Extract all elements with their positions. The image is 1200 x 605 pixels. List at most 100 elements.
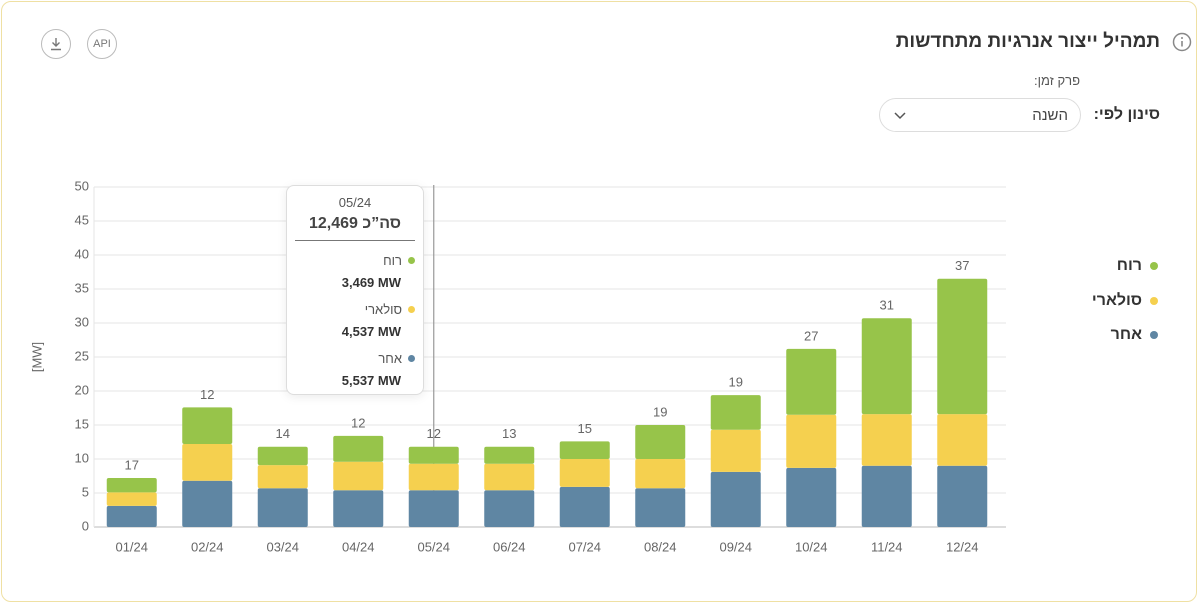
tooltip-item: סולארי 4,537 MW xyxy=(295,302,415,339)
bar-segment xyxy=(710,395,761,430)
legend-item: אחר xyxy=(1111,326,1158,344)
bar-label: 27 xyxy=(804,328,818,343)
tooltip-title: 05/24 xyxy=(338,195,372,210)
x-tick-label: 12/24 xyxy=(946,539,979,554)
download-icon xyxy=(51,38,61,51)
x-tick-label: 01/24 xyxy=(115,539,148,554)
bar-segment xyxy=(559,459,610,487)
info-icon[interactable] xyxy=(1172,32,1192,58)
y-tick-label: 35 xyxy=(75,280,89,295)
api-button[interactable]: API xyxy=(87,29,117,59)
tooltip-item: אחר 5,537 MW xyxy=(295,351,415,388)
x-tick-label: 08/24 xyxy=(644,539,677,554)
download-button[interactable] xyxy=(41,29,71,59)
bar-segment xyxy=(484,490,535,527)
bar-segment xyxy=(106,478,157,493)
x-tick-label: 11/24 xyxy=(871,539,903,554)
y-tick-label: 45 xyxy=(75,212,89,227)
tooltip-total: סה”כ 12,469 xyxy=(295,210,415,241)
chevron xyxy=(894,112,906,120)
tooltip-value: 5,537 MW xyxy=(341,373,401,388)
tooltip-name: סולארי xyxy=(295,302,415,317)
bar-segment xyxy=(635,425,686,459)
bar-segment xyxy=(182,407,233,445)
legend-dot xyxy=(1150,262,1158,270)
filter-label: סינון לפי: xyxy=(1093,106,1160,123)
bar-label: 13 xyxy=(502,426,516,441)
bar-label: 17 xyxy=(125,457,139,472)
legend-dot xyxy=(1150,296,1158,305)
bar-segment xyxy=(635,459,686,489)
tooltip-name-text: רוח xyxy=(383,253,402,268)
tooltip-value: 3,469 MW xyxy=(341,275,401,290)
legend-text: אחר xyxy=(1110,326,1142,343)
y-tick-label: 10 xyxy=(75,450,89,465)
bar-label: 19 xyxy=(729,375,743,390)
y-tick-label: 20 xyxy=(75,382,89,397)
legend-text: רוח xyxy=(1116,257,1142,274)
bar-segment xyxy=(937,465,988,527)
bar-label: 37 xyxy=(955,258,969,273)
bar-segment xyxy=(333,461,384,491)
bar-segment xyxy=(861,318,912,415)
bar-segment xyxy=(937,278,988,415)
bar-segment xyxy=(106,492,157,506)
bar-segment xyxy=(710,429,761,472)
bar-segment xyxy=(257,488,308,527)
select-value: השנה xyxy=(1032,107,1068,124)
legend-item: רוח xyxy=(1117,257,1158,275)
x-tick-label: 02/24 xyxy=(191,539,224,554)
legend-dot xyxy=(1150,331,1158,339)
x-tick-label: 07/24 xyxy=(568,539,601,554)
tooltip-name-text: סולארי xyxy=(364,302,402,317)
legend-text: סולארי xyxy=(1091,291,1142,309)
tooltip-dot xyxy=(408,306,415,313)
y-tick-label: 25 xyxy=(75,348,89,363)
tooltip-name-text: אחר xyxy=(378,351,402,366)
api-text: API xyxy=(93,38,111,50)
x-tick-label: 04/24 xyxy=(342,539,375,554)
bar-segment xyxy=(333,435,384,462)
tooltip: 05/24 סה”כ 12,469 רוח 3,469 MW סולארי 4,537 M… xyxy=(286,185,424,395)
bar-segment xyxy=(257,446,308,466)
bar-segment xyxy=(182,444,233,481)
bar-segment xyxy=(786,467,837,527)
bar-label: 31 xyxy=(880,298,894,313)
bar-segment xyxy=(333,490,384,527)
bar-segment xyxy=(408,490,459,527)
bar-segment xyxy=(559,486,610,527)
tooltip-value: 4,537 MW xyxy=(341,324,401,339)
x-tick-label: 10/24 xyxy=(795,539,828,554)
bar-segment xyxy=(182,480,233,527)
bar-label: 14 xyxy=(276,426,290,441)
period-label: פרק זמן: xyxy=(1033,73,1080,88)
bar-segment xyxy=(484,463,535,491)
bar-label: 19 xyxy=(653,404,667,419)
filter-select[interactable]: השנה xyxy=(879,98,1081,132)
bar-label: 12 xyxy=(200,387,214,402)
y-tick-label: 0 xyxy=(82,518,89,533)
bar-segment xyxy=(257,465,308,489)
bar-label: 12 xyxy=(427,426,441,441)
x-tick-label: 06/24 xyxy=(493,539,526,554)
bar-segment xyxy=(484,446,535,464)
bar-segment xyxy=(710,471,761,527)
x-tick-label: 09/24 xyxy=(719,539,752,554)
x-tick-label: 05/24 xyxy=(417,539,450,554)
bar-segment xyxy=(635,488,686,527)
bar-label: 12 xyxy=(351,415,365,430)
tooltip-dot xyxy=(408,355,415,362)
x-tick-label: 03/24 xyxy=(266,539,299,554)
y-axis-label: [MW] xyxy=(29,342,44,372)
bar-segment xyxy=(861,465,912,527)
info-svg xyxy=(1172,32,1192,52)
title: תמהיל ייצור אנרגיות מתחדשות xyxy=(896,31,1192,53)
y-tick-label: 15 xyxy=(75,416,89,431)
tooltip-item: רוח 3,469 MW xyxy=(295,253,415,290)
bar-segment xyxy=(559,441,610,459)
bar-segment xyxy=(786,348,837,415)
bar-segment xyxy=(786,414,837,468)
